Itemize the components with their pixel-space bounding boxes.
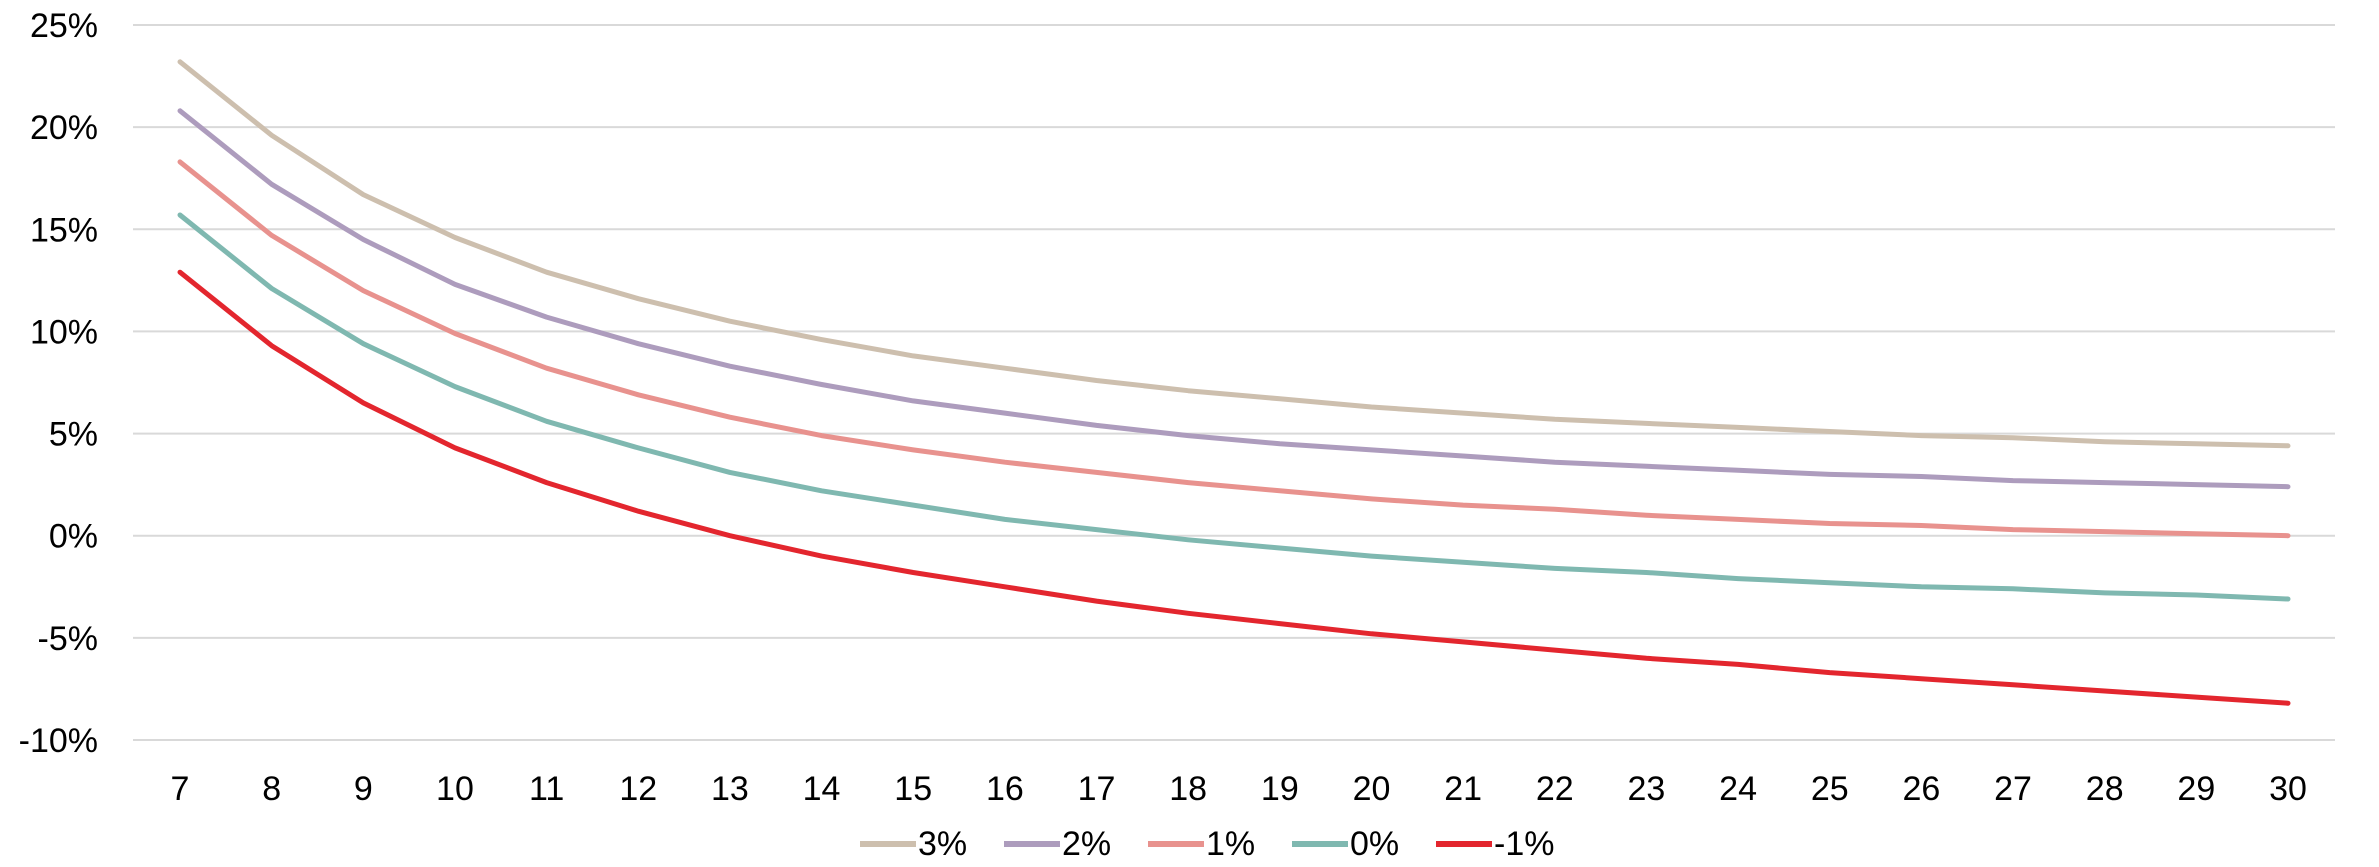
series-lines (177, 59, 2291, 706)
legend-label: 3% (918, 825, 967, 863)
y-tick-label: -10% (19, 722, 98, 760)
legend: 3% 2% 1% 0% -1% (860, 825, 1554, 863)
x-tick-label: 21 (1444, 770, 1482, 808)
series-line-0 (177, 59, 2291, 449)
x-tick-label: 7 (171, 770, 190, 808)
x-tick-label: 16 (986, 770, 1024, 808)
y-axis-tick-labels: 25% 20% 15% 10% 5% 0% -5% -10% (19, 7, 98, 760)
x-tick-label: 27 (1994, 770, 2032, 808)
gridlines (133, 24, 2335, 741)
x-tick-label: 10 (436, 770, 474, 808)
x-tick-label: 17 (1078, 770, 1116, 808)
x-tick-label: 25 (1811, 770, 1849, 808)
y-tick-label: 5% (49, 416, 98, 454)
x-tick-label: 24 (1719, 770, 1757, 808)
x-tick-label: 30 (2269, 770, 2307, 808)
x-tick-label: 13 (711, 770, 749, 808)
legend-item-2: 1% (1148, 825, 1255, 863)
y-tick-label: 25% (30, 7, 98, 45)
series-line-4 (177, 269, 2291, 706)
legend-item-4: -1% (1436, 825, 1554, 863)
x-axis-tick-labels: 7 8 9 10 11 12 13 14 15 16 17 18 19 20 21 22 23 24 25 26 27 2… (171, 770, 2307, 808)
x-tick-label: 18 (1169, 770, 1207, 808)
x-tick-label: 12 (619, 770, 657, 808)
legend-item-1: 2% (1004, 825, 1111, 863)
legend-item-0: 3% (860, 825, 967, 863)
series-line-3 (177, 212, 2291, 602)
x-tick-label: 26 (1902, 770, 1940, 808)
x-tick-label: 14 (803, 770, 841, 808)
x-tick-label: 29 (2177, 770, 2215, 808)
legend-label: 0% (1350, 825, 1399, 863)
y-tick-label: 15% (30, 211, 98, 249)
x-tick-label: 20 (1353, 770, 1391, 808)
legend-label: -1% (1494, 825, 1554, 863)
x-tick-label: 28 (2086, 770, 2124, 808)
y-tick-label: 20% (30, 109, 98, 147)
x-tick-label: 15 (894, 770, 932, 808)
y-tick-label: 10% (30, 313, 98, 351)
y-tick-label: -5% (38, 620, 98, 658)
x-tick-label: 9 (354, 770, 373, 808)
series-line-2 (177, 159, 2291, 539)
x-tick-label: 22 (1536, 770, 1574, 808)
series-line-1 (177, 108, 2291, 490)
x-tick-label: 8 (262, 770, 281, 808)
x-tick-label: 11 (529, 770, 564, 808)
legend-label: 2% (1062, 825, 1111, 863)
legend-item-3: 0% (1292, 825, 1399, 863)
legend-label: 1% (1206, 825, 1255, 863)
x-tick-label: 19 (1261, 770, 1299, 808)
y-tick-label: 0% (49, 518, 98, 556)
x-tick-label: 23 (1628, 770, 1666, 808)
